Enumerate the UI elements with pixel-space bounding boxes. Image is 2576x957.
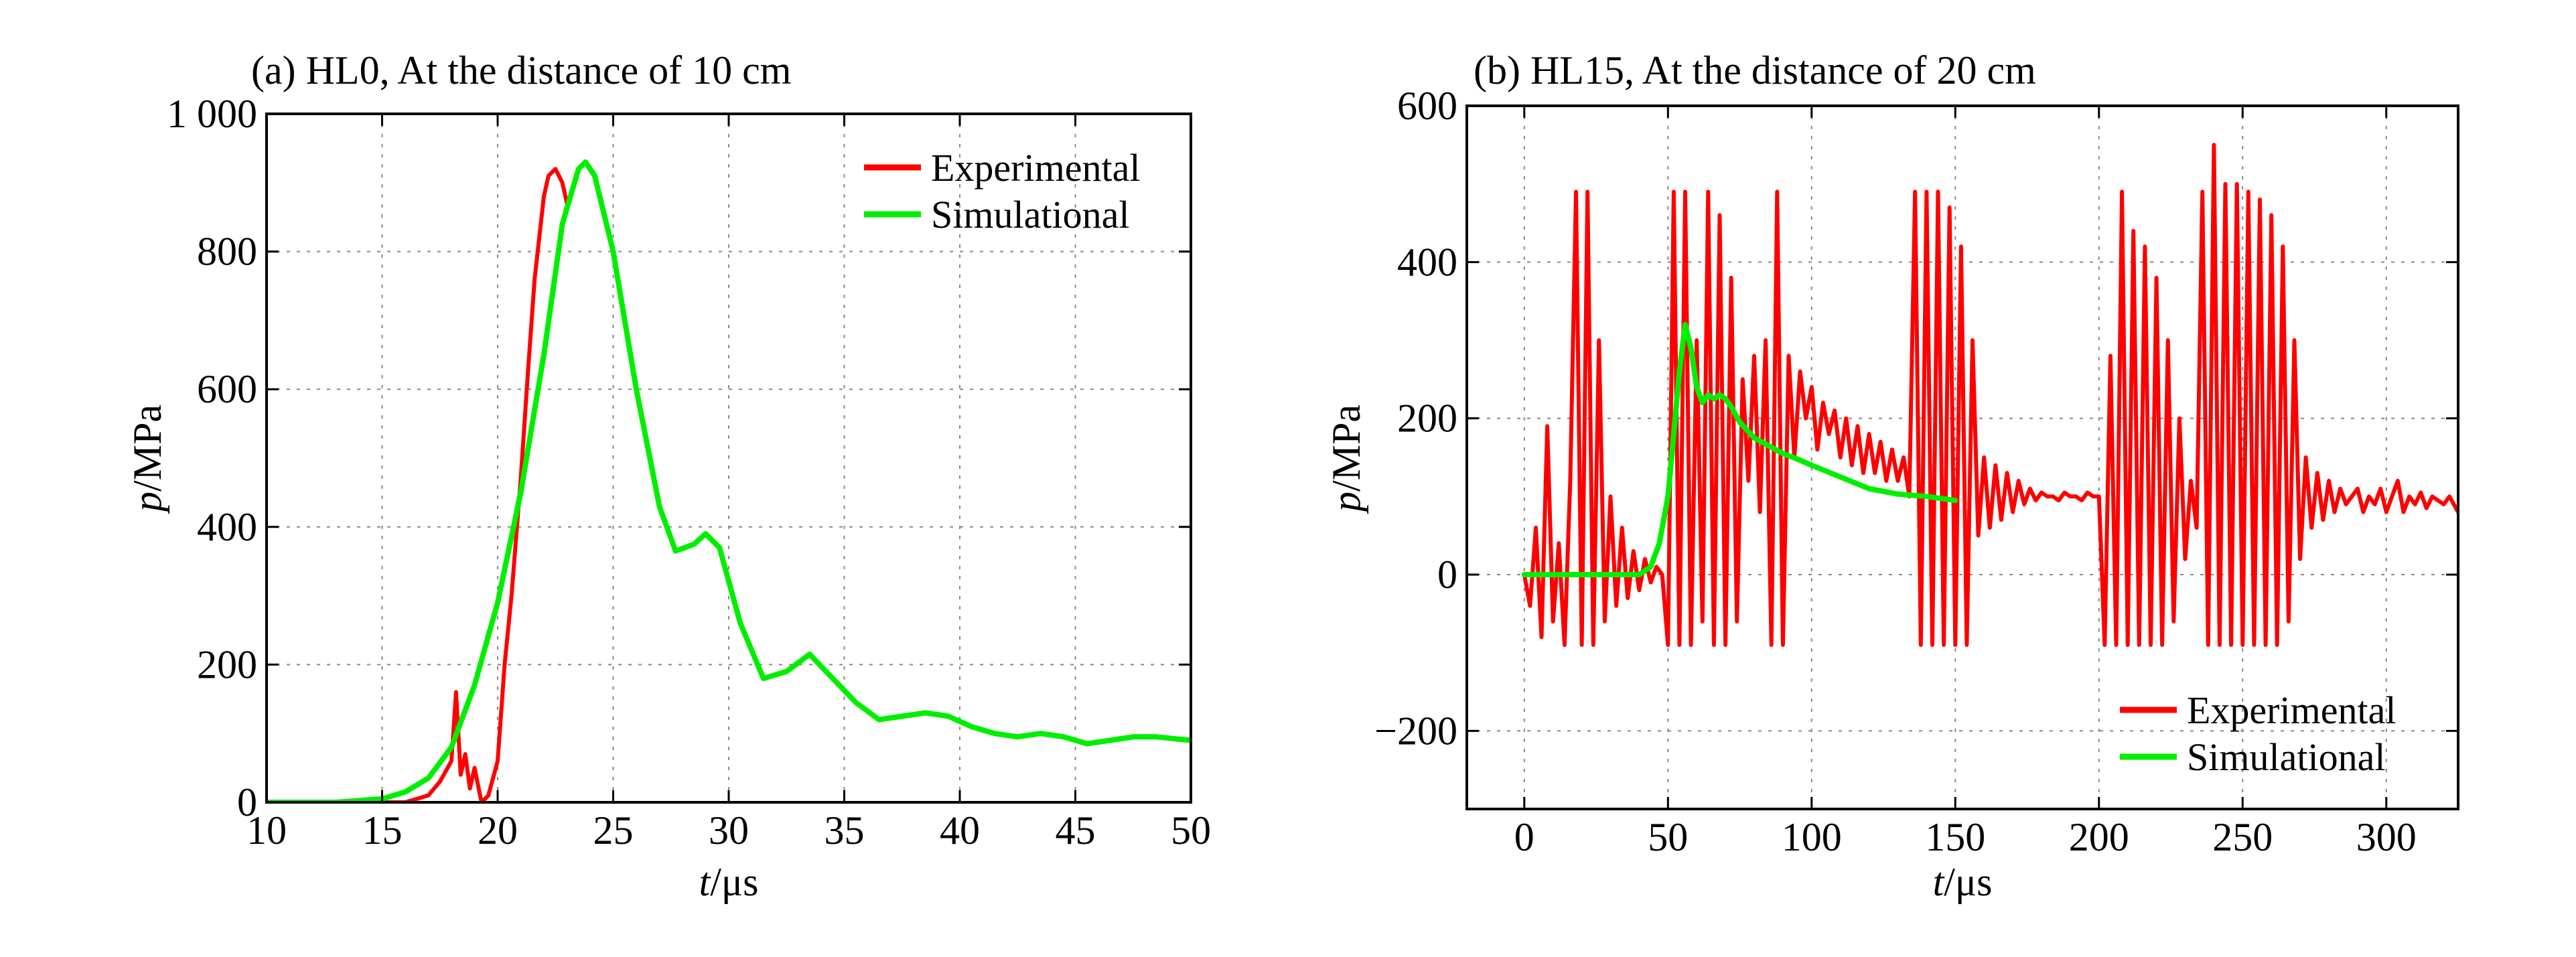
y-tick-label: 400 xyxy=(1397,240,1457,284)
legend-label-simulational-b: Simulational xyxy=(2187,735,2385,779)
x-tick-label: 100 xyxy=(1782,815,1842,859)
y-axis-var-b: p xyxy=(1324,492,1368,514)
legend-a: Experimental Simulational xyxy=(864,146,1140,236)
x-tick-label: 20 xyxy=(478,808,518,853)
x-axis-unit-a: /μs xyxy=(710,860,758,904)
series-line-experimental xyxy=(1522,143,2458,647)
y-tick-label: 600 xyxy=(197,367,257,411)
x-tick-label: 45 xyxy=(1056,808,1096,853)
ticks-b xyxy=(1467,104,2458,809)
series-line-simulational xyxy=(1521,321,1958,577)
x-tick-label: 200 xyxy=(2069,815,2129,859)
y-axis-unit-a: /MPa xyxy=(125,404,169,492)
x-tick-label: 50 xyxy=(1171,808,1211,853)
series-group-b xyxy=(1521,143,2458,647)
y-tick-label: 0 xyxy=(1437,553,1457,597)
x-axis-label-a: t/μs xyxy=(699,860,759,904)
y-tick-label: 200 xyxy=(197,642,257,686)
x-tick-label: 15 xyxy=(362,808,403,853)
x-tick-label: 30 xyxy=(709,808,749,853)
y-tick-labels-a: 0 200 400 600 800 1 000 xyxy=(167,92,257,824)
x-tick-label: 250 xyxy=(2212,815,2273,859)
x-tick-label: 50 xyxy=(1648,815,1688,859)
x-tick-labels-b: 0 50 100 150 200 250 300 xyxy=(1514,815,2417,859)
series-line-simulational xyxy=(267,159,1191,802)
chart-panel-a: (a) HL0, At the distance of 10 cm 10 15 20… xyxy=(125,48,1211,904)
x-axis-unit-b: /μs xyxy=(1944,860,1992,904)
chart-title-a: (a) HL0, At the distance of 10 cm xyxy=(251,48,791,92)
y-tick-label: 800 xyxy=(197,230,257,274)
y-axis-label-b: p/MPa xyxy=(1324,404,1368,514)
y-tick-label: 1 000 xyxy=(167,92,257,136)
y-tick-label: 400 xyxy=(197,505,257,549)
chart-panel-b: (b) HL15, At the distance of 20 cm 0 50 10… xyxy=(1324,48,2459,904)
ticks-a xyxy=(265,113,1192,804)
y-axis-var-a: p xyxy=(125,492,169,514)
y-tick-label: 600 xyxy=(1397,84,1457,128)
x-tick-label: 35 xyxy=(825,808,865,853)
legend-label-experimental-b: Experimental xyxy=(2187,688,2396,732)
legend-label-simulational-a: Simulational xyxy=(931,193,1129,236)
x-tick-label: 150 xyxy=(1925,815,1985,859)
legend-b: Experimental Simulational xyxy=(2120,688,2396,779)
x-tick-label: 0 xyxy=(1514,815,1534,859)
y-tick-label: −200 xyxy=(1374,709,1457,753)
y-tick-label: 200 xyxy=(1397,396,1457,441)
y-tick-label: 0 xyxy=(237,780,257,824)
x-tick-label: 40 xyxy=(940,808,980,853)
x-axis-var-a: t xyxy=(699,860,711,904)
y-axis-unit-b: /MPa xyxy=(1324,404,1368,492)
x-axis-var-b: t xyxy=(1933,860,1945,904)
plot-frame-b xyxy=(1465,104,2459,810)
series-group-a xyxy=(267,159,1191,802)
x-axis-label-b: t/μs xyxy=(1933,860,1993,904)
chart-title-b: (b) HL15, At the distance of 20 cm xyxy=(1474,48,2036,92)
y-axis-label-a: p/MPa xyxy=(125,404,169,514)
series-line-experimental xyxy=(267,167,569,802)
x-tick-label: 300 xyxy=(2356,815,2417,859)
x-tick-label: 25 xyxy=(593,808,634,853)
y-tick-labels-b: −200 0 200 400 600 xyxy=(1374,84,1457,753)
legend-label-experimental-a: Experimental xyxy=(931,146,1140,190)
x-tick-label: 10 xyxy=(246,808,287,853)
x-tick-labels-a: 10 15 20 25 30 35 40 45 50 xyxy=(246,808,1211,853)
